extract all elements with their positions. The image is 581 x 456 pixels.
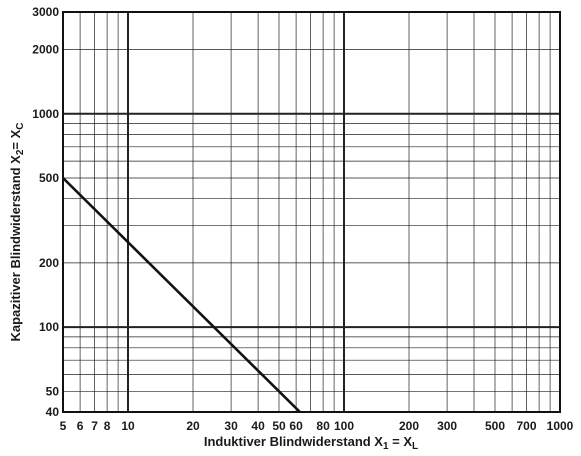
y-axis-title: Kapazitiver Blindwiderstand X2= XC xyxy=(8,122,26,341)
x-tick-label: 700 xyxy=(516,419,536,433)
x-tick-label: 300 xyxy=(437,419,457,433)
x-tick-label: 50 xyxy=(272,419,286,433)
x-tick-label: 1000 xyxy=(547,419,574,433)
x-tick-label: 30 xyxy=(224,419,238,433)
x-tick-label: 20 xyxy=(186,419,200,433)
x-tick-label: 8 xyxy=(104,419,111,433)
y-tick-label: 40 xyxy=(46,405,60,419)
plot-frame xyxy=(62,11,561,413)
grid-layer xyxy=(62,11,561,413)
y-tick-label: 3000 xyxy=(32,5,59,19)
x-tick-label: 10 xyxy=(121,419,135,433)
x-tick-label: 200 xyxy=(399,419,419,433)
y-tick-label: 500 xyxy=(39,171,59,185)
x-tick-label: 6 xyxy=(77,419,84,433)
x-tick-label: 80 xyxy=(316,419,330,433)
x-tick-label: 7 xyxy=(91,419,98,433)
tick-label-layer: 5 6 7 8 10 20 30 40 50 60 80 100 200 300 500 700 1000405… xyxy=(32,5,573,433)
y-tick-label: 2000 xyxy=(32,43,59,57)
y-tick-label: 100 xyxy=(39,320,59,334)
x-tick-label: 5 xyxy=(60,419,67,433)
x-tick-label: 60 xyxy=(289,419,303,433)
y-tick-label: 200 xyxy=(39,256,59,270)
x-tick-label: 40 xyxy=(251,419,265,433)
x-tick-label: 100 xyxy=(334,419,354,433)
y-tick-label: 50 xyxy=(46,384,60,398)
x-tick-label: 500 xyxy=(485,419,505,433)
series-line xyxy=(62,177,301,413)
series-layer xyxy=(62,177,301,413)
x-axis-title: Induktiver Blindwiderstand X1 = XL xyxy=(204,434,418,452)
y-tick-label: 1000 xyxy=(32,107,59,121)
